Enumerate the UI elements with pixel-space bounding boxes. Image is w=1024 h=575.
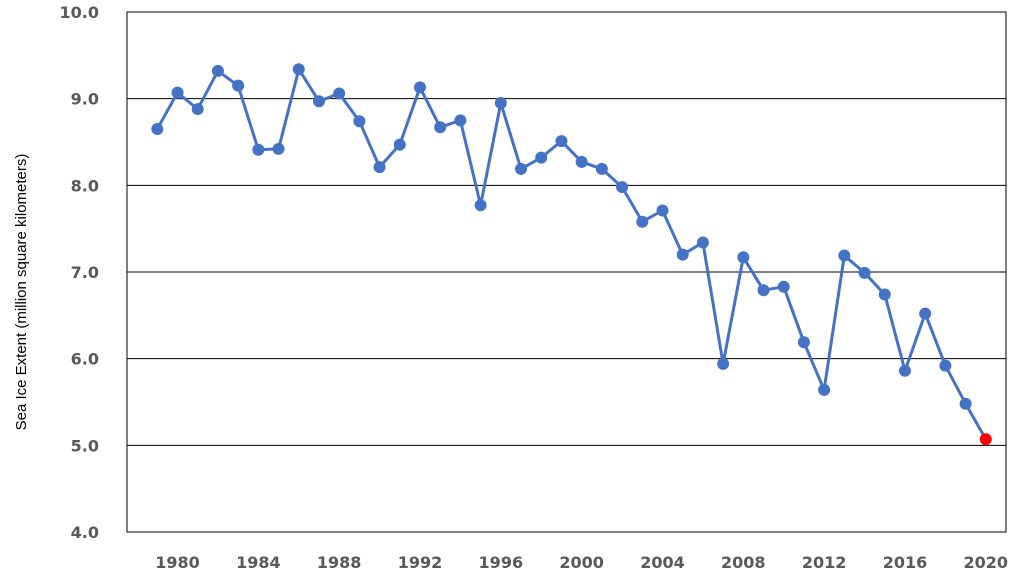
data-point — [312, 95, 325, 108]
data-point — [818, 383, 831, 396]
data-point — [272, 142, 285, 155]
data-point — [777, 280, 790, 293]
y-tick-label: 7.0 — [71, 263, 99, 282]
data-point — [676, 248, 689, 261]
x-axis-ticks: 1980 1984 1988 1992 1996 2000 2004 2008 2012 2016… — [155, 553, 1008, 572]
plot-area-frame — [126, 11, 1007, 533]
series-line — [155, 67, 988, 441]
data-point — [656, 204, 669, 217]
data-point — [494, 97, 507, 109]
data-point — [616, 181, 629, 194]
data-point — [757, 284, 770, 297]
data-point — [737, 251, 750, 264]
y-tick-label: 10.0 — [60, 3, 99, 22]
data-point — [434, 121, 447, 134]
y-axis-label: Sea Ice Extent (million square kilometer… — [13, 154, 30, 431]
data-point — [353, 115, 366, 128]
data-point — [211, 64, 224, 77]
x-tick-label: 2000 — [559, 553, 604, 572]
data-point — [878, 288, 891, 301]
x-tick-label: 2020 — [964, 553, 1009, 572]
data-point — [858, 266, 871, 279]
data-point — [575, 155, 588, 168]
data-point-highlight — [979, 433, 992, 446]
data-point — [191, 103, 204, 116]
data-point — [292, 63, 305, 76]
data-point — [838, 249, 851, 262]
data-point — [636, 215, 649, 228]
y-tick-label: 8.0 — [71, 176, 99, 195]
data-point — [555, 135, 568, 148]
x-tick-label: 1988 — [317, 553, 362, 572]
data-point — [232, 79, 245, 92]
data-point — [919, 307, 932, 320]
data-point — [959, 397, 972, 410]
series-sea-ice-extent — [151, 63, 992, 446]
data-point — [454, 114, 467, 127]
data-point — [898, 364, 911, 377]
x-tick-label: 2016 — [883, 553, 928, 572]
data-point — [393, 138, 406, 151]
data-point — [171, 86, 184, 99]
data-point — [515, 162, 528, 175]
data-point — [717, 357, 730, 370]
y-tick-label: 6.0 — [71, 350, 99, 369]
x-tick-label: 2008 — [721, 553, 766, 572]
gridlines — [127, 11, 1006, 533]
data-point — [373, 161, 386, 174]
x-tick-label: 1980 — [155, 553, 200, 572]
data-point — [595, 162, 608, 175]
data-point — [474, 199, 487, 212]
data-point — [797, 336, 810, 349]
data-point — [414, 81, 426, 94]
y-axis-ticks: 4.0 5.0 6.0 7.0 8.0 9.0 10.0 — [60, 3, 99, 542]
x-tick-label: 1984 — [236, 553, 281, 572]
data-point — [151, 123, 164, 135]
x-tick-label: 2004 — [640, 553, 685, 572]
y-tick-label: 4.0 — [71, 523, 99, 542]
y-tick-label: 5.0 — [71, 436, 99, 455]
data-point — [333, 87, 346, 100]
x-tick-label: 2012 — [802, 553, 847, 572]
x-tick-label: 1992 — [398, 553, 443, 572]
data-point — [535, 151, 548, 164]
y-tick-label: 9.0 — [71, 90, 99, 109]
data-point — [252, 143, 265, 156]
data-point — [696, 236, 709, 249]
x-tick-label: 1996 — [479, 553, 524, 572]
data-point — [939, 359, 952, 372]
